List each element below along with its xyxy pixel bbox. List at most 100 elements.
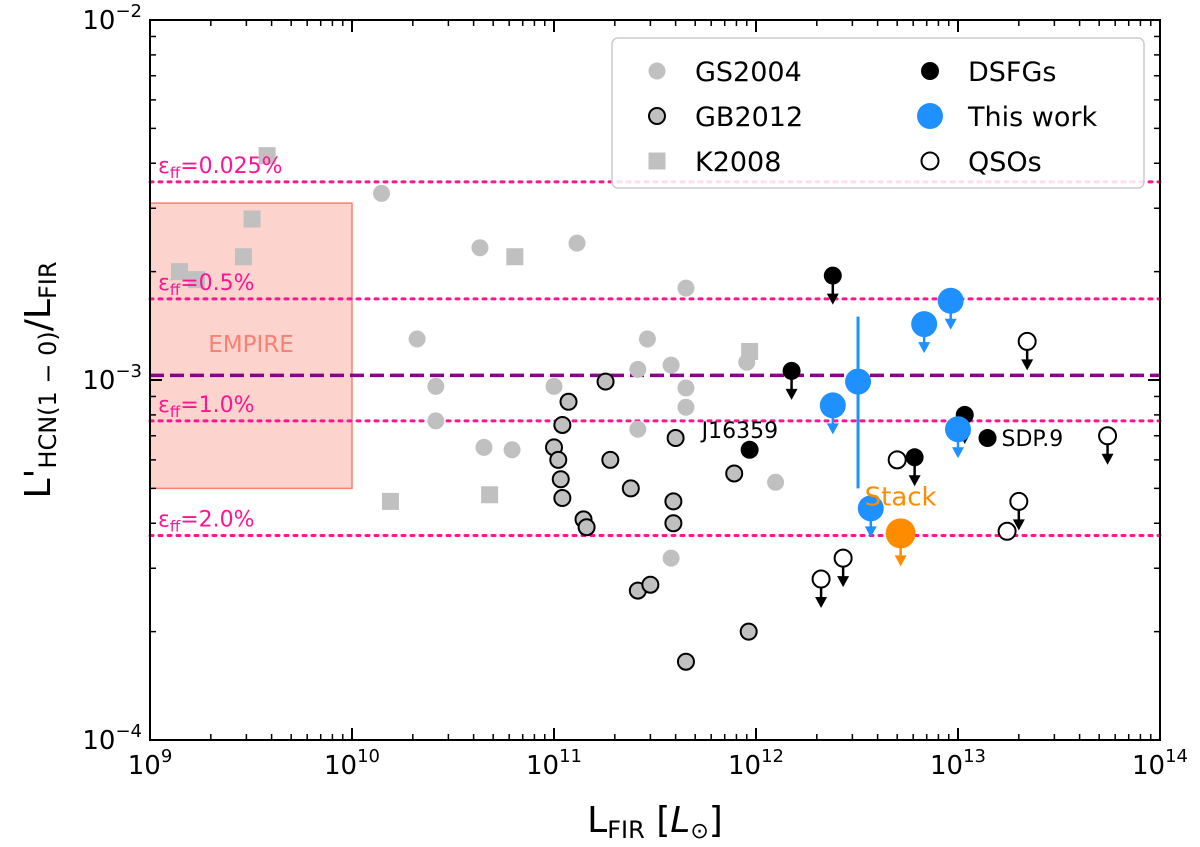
y-axis-label: L'HCN(1 − 0)/LFIR	[18, 261, 62, 498]
series-k2008	[171, 147, 759, 510]
x-tick-label: 109	[128, 746, 173, 781]
x-tick-label: 1012	[728, 746, 784, 781]
data-point	[782, 361, 801, 380]
data-point	[887, 450, 907, 470]
data-point	[666, 429, 685, 448]
legend-marker	[648, 152, 666, 170]
data-point	[1098, 426, 1118, 446]
data-point	[427, 377, 445, 395]
efficiency-label: εff=0.025%	[158, 154, 283, 182]
upper-limit-arrow-head	[837, 576, 850, 588]
data-point	[1009, 491, 1029, 511]
data-point	[601, 450, 620, 469]
legend-label: GS2004	[695, 57, 802, 88]
data-point	[641, 575, 660, 594]
data-point	[662, 356, 680, 374]
upper-limit-arrow-head	[815, 597, 828, 609]
data-point	[676, 652, 695, 671]
data-point	[553, 489, 572, 508]
legend-label: GB2012	[695, 102, 803, 133]
y-tick-label: 10−3	[82, 361, 142, 396]
data-point	[833, 548, 853, 568]
data-point	[551, 470, 570, 489]
legend-label: K2008	[695, 147, 781, 178]
data-point	[381, 492, 399, 510]
upper-limit-arrow-head	[826, 293, 839, 305]
efficiency-label: εff=2.0%	[158, 507, 255, 535]
upper-limit-arrow-head	[918, 342, 931, 354]
label-sdp9: SDP.9	[1002, 427, 1064, 452]
upper-limit-arrow-head	[952, 447, 964, 459]
data-point	[188, 271, 206, 289]
data-point	[819, 392, 846, 419]
data-point	[937, 287, 964, 314]
x-axis-label: LFIR [L⊙]	[587, 800, 723, 844]
data-point	[945, 416, 971, 443]
data-point	[823, 266, 842, 285]
data-point	[545, 377, 563, 395]
legend-label: QSOs	[968, 147, 1042, 178]
data-point	[739, 622, 758, 641]
data-point	[845, 368, 872, 395]
data-point	[559, 392, 578, 411]
data-point	[664, 514, 683, 533]
data-point	[243, 210, 261, 228]
data-point	[978, 429, 997, 448]
data-point	[171, 263, 189, 281]
data-point	[549, 450, 568, 469]
data-point	[408, 330, 426, 348]
data-point	[767, 473, 785, 491]
data-point	[373, 184, 391, 202]
upper-limit-arrow-head	[908, 475, 921, 487]
legend-marker	[648, 107, 666, 125]
data-point	[677, 379, 695, 397]
series-this-work	[819, 287, 971, 538]
legend-label: This work	[967, 102, 1097, 133]
data-point	[629, 360, 647, 378]
data-point	[621, 479, 640, 498]
series-dsfgs	[740, 266, 997, 487]
data-point	[662, 549, 680, 567]
upper-limit-arrow-head	[1021, 359, 1034, 371]
data-point	[568, 234, 586, 252]
efficiency-label: εff=0.5%	[158, 271, 255, 299]
upper-limit-arrow-head	[864, 526, 877, 538]
data-point	[740, 440, 759, 459]
data-point	[475, 438, 493, 456]
data-point	[664, 492, 683, 511]
data-point	[911, 311, 938, 338]
data-point	[629, 420, 647, 438]
data-point	[506, 248, 524, 266]
data-point	[471, 239, 489, 257]
label-stack: Stack	[865, 482, 937, 512]
upper-limit-arrow-head	[1012, 519, 1025, 531]
legend-marker	[648, 62, 666, 80]
data-point	[427, 412, 445, 430]
x-tick-label: 1011	[526, 746, 582, 781]
data-point	[905, 448, 924, 467]
upper-limit-arrow-head	[826, 423, 839, 435]
data-point	[677, 279, 695, 297]
data-point	[741, 342, 759, 360]
upper-limit-arrow-head	[785, 388, 798, 400]
efficiency-label: εff=1.0%	[158, 393, 255, 421]
series-stack	[885, 518, 916, 567]
series-gb2012	[545, 372, 758, 671]
legend-marker	[920, 151, 940, 171]
data-point	[857, 495, 884, 522]
series-gs2004	[373, 184, 785, 567]
series-qsos	[811, 331, 1118, 609]
legend-marker	[921, 62, 939, 80]
data-point	[725, 464, 744, 483]
y-tick-label: 10−2	[82, 1, 142, 36]
x-tick-label: 1013	[930, 746, 986, 781]
data-point	[553, 415, 572, 434]
data-point	[638, 330, 656, 348]
legend-marker	[917, 103, 943, 129]
upper-limit-arrow-head	[894, 555, 907, 567]
data-point	[997, 521, 1017, 541]
data-point	[234, 248, 252, 266]
data-point	[811, 569, 831, 589]
legend-box	[611, 37, 1145, 189]
